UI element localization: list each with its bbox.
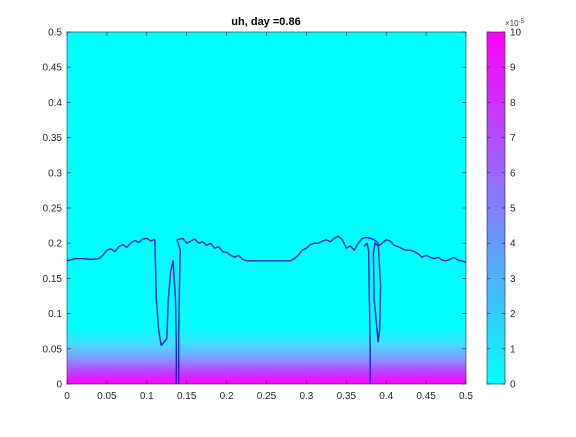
y-axis-ticks: 0 0.05 0.1 0.15 0.2 0.25 0.3 0.35 0.4 0.45 0.5 (43, 28, 466, 391)
x-tick-label: 0 (64, 391, 70, 402)
colorbar-ticks: 0 1 2 3 4 5 6 7 8 9 10 (487, 28, 522, 391)
y-tick-label: 0.25 (43, 204, 63, 215)
colorbar-exponent: ×10-5 (505, 19, 525, 28)
x-tick-label: 0.2 (220, 391, 234, 402)
contour-path-2 (176, 235, 467, 384)
x-tick-label: 0.3 (299, 391, 313, 402)
y-tick-label: 0.35 (43, 133, 63, 144)
contour-path-3 (363, 242, 371, 384)
y-tick-label: 0.45 (43, 63, 63, 74)
x-tick-label: 0.15 (177, 391, 197, 402)
colorbar-tick-label: 6 (510, 168, 516, 179)
y-tick-label: 0 (56, 380, 62, 391)
plot-frame (66, 31, 467, 385)
colorbar-tick-label: 3 (510, 274, 516, 285)
y-tick-label: 0.4 (48, 98, 62, 109)
colorbar-tick-label: 10 (510, 28, 522, 39)
x-tick-label: 0.5 (459, 391, 473, 402)
x-tick-label: 0.1 (140, 391, 154, 402)
y-tick-label: 0.3 (48, 168, 62, 179)
y-tick-label: 0.1 (48, 309, 62, 320)
colorbar-tick-label: 2 (510, 309, 516, 320)
x-axis-ticks: 0 0.05 0.1 0.15 0.2 0.25 0.3 0.35 0.4 0.45 0.5 (64, 32, 473, 402)
colorbar-tick-label: 7 (510, 133, 516, 144)
y-tick-label: 0.2 (48, 239, 62, 250)
colorbar-exponent-power: -5 (519, 19, 525, 25)
colorbar-tick-label: 4 (510, 239, 516, 250)
colorbar-exponent-base: ×10 (505, 19, 519, 28)
x-tick-label: 0.05 (97, 391, 117, 402)
x-tick-label: 0.35 (337, 391, 357, 402)
y-tick-label: 0.05 (43, 344, 63, 355)
colorbar-tick-label: 8 (510, 98, 516, 109)
chart-title: uh, day =0.86 (231, 16, 300, 28)
x-tick-label: 0.4 (379, 391, 393, 402)
x-tick-label: 0.45 (416, 391, 436, 402)
plot-field (67, 32, 466, 384)
contour-path-1 (66, 237, 177, 384)
x-tick-label: 0.25 (257, 391, 277, 402)
colorbar-tick-label: 9 (510, 63, 516, 74)
y-tick-label: 0.5 (48, 28, 62, 39)
colorbar-tick-label: 0 (510, 380, 516, 391)
colorbar-tick-label: 5 (510, 204, 516, 215)
colorbar-tick-label: 1 (510, 344, 516, 355)
contour-lines (66, 235, 467, 384)
y-tick-label: 0.15 (43, 274, 63, 285)
